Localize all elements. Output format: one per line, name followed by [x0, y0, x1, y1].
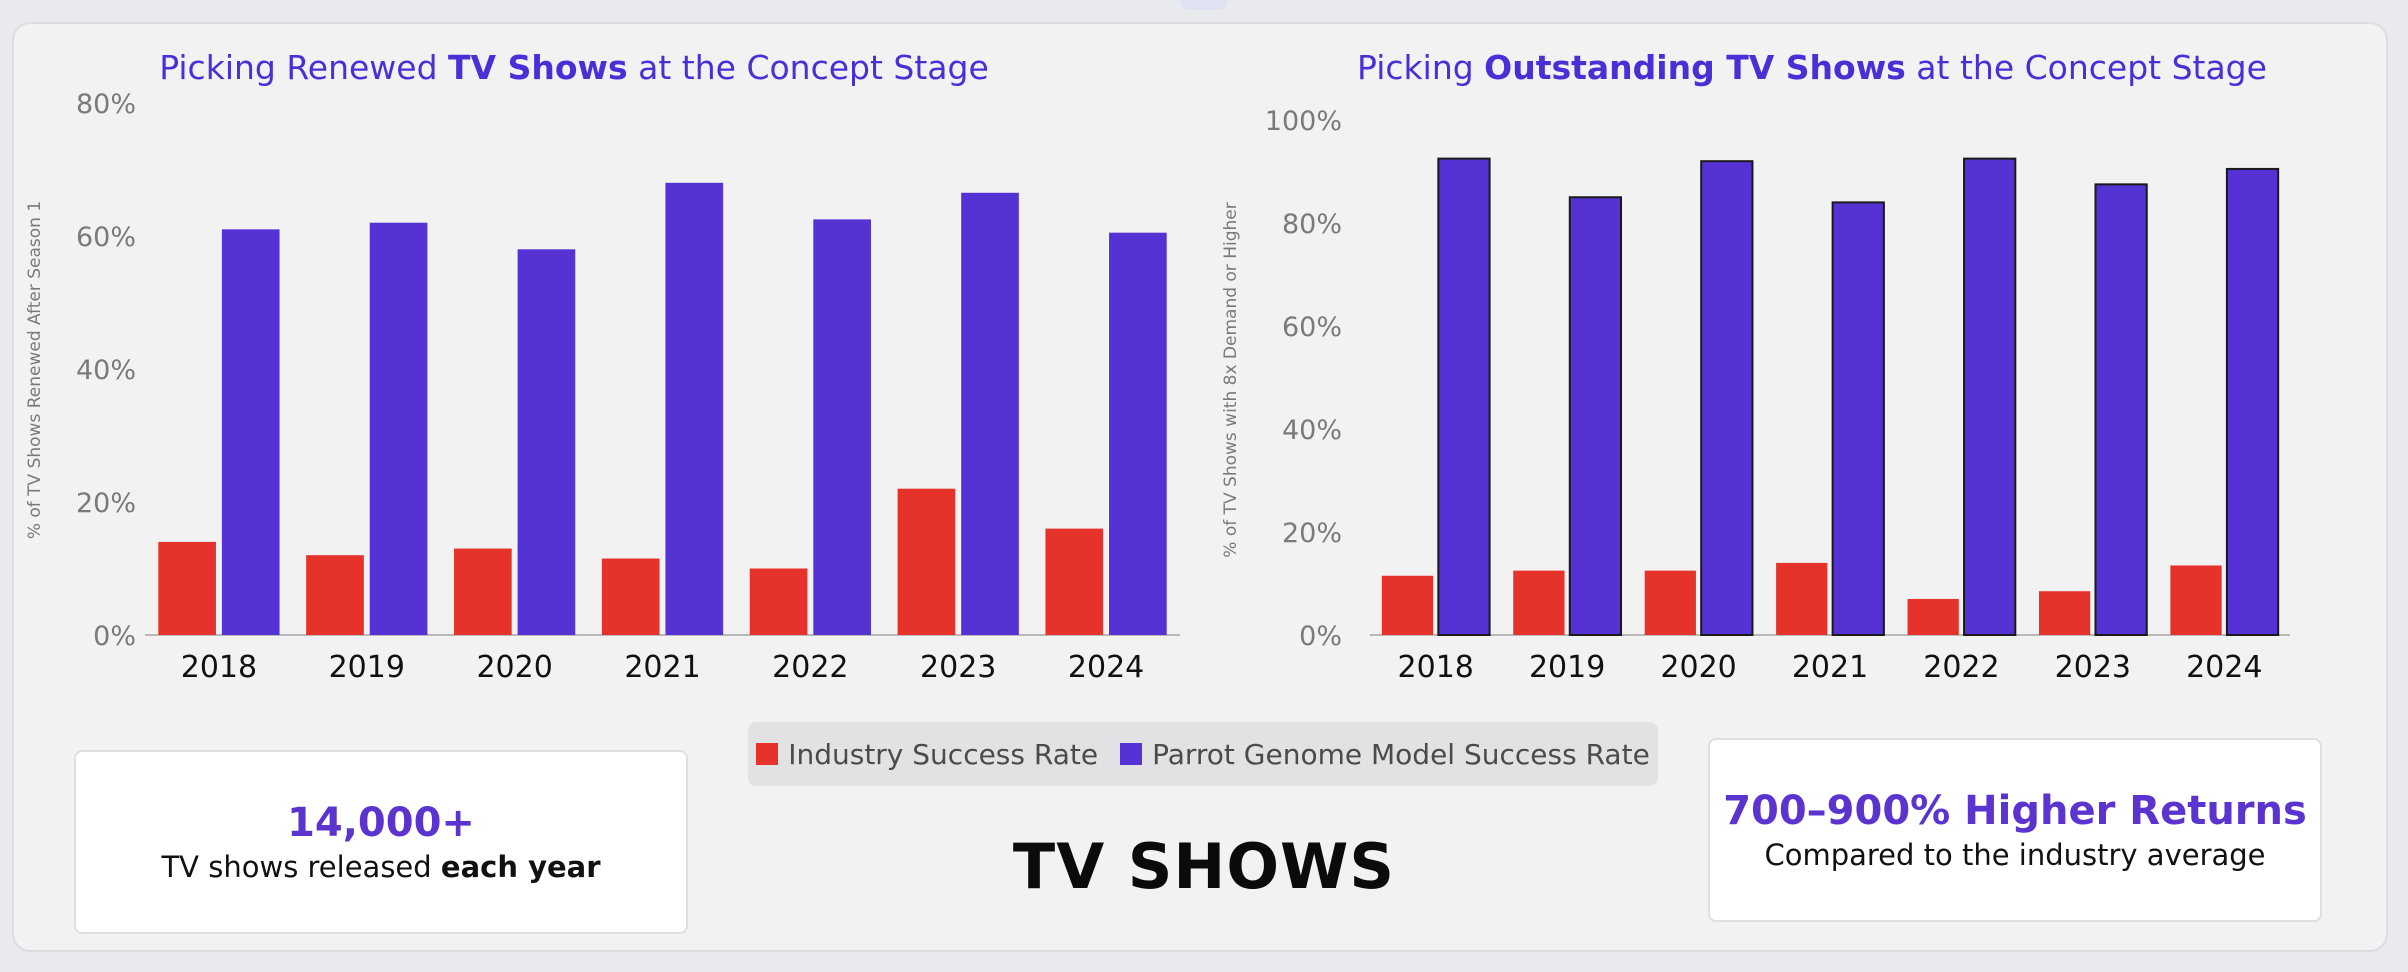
y-tick-label: 0%	[93, 621, 136, 652]
bar-model-2020	[517, 249, 576, 636]
x-tick-label: 2024	[2186, 650, 2262, 685]
bar-model-2022	[1963, 157, 2017, 636]
title-post: at the Concept Stage	[1905, 48, 2267, 87]
stat-card-returns: 700–900% Higher Returns Compared to the …	[1708, 738, 2322, 922]
bar-model-2023	[2094, 183, 2148, 636]
title-pre: Picking	[1357, 48, 1485, 87]
bar-industry-2023	[897, 488, 956, 635]
bar-industry-2021	[1776, 562, 1828, 635]
bar-industry-2022	[1907, 598, 1959, 635]
y-tick-label: 0%	[1299, 621, 1342, 652]
bar-industry-2019	[1513, 570, 1565, 635]
bar-industry-2023	[2038, 591, 2091, 635]
top-handle	[1180, 0, 1228, 10]
bar-model-2021	[1831, 201, 1885, 636]
bar-model-2020	[1700, 160, 1754, 636]
bar-industry-2018	[1381, 575, 1434, 635]
x-tick-label: 2023	[920, 650, 996, 685]
title-bold: TV Shows	[448, 48, 628, 87]
y-axis-label: % of TV Shows with 8x Demand or Higher	[1221, 202, 1241, 557]
y-tick-label: 80%	[1282, 209, 1342, 240]
legend-swatch-model	[1120, 743, 1143, 765]
y-axis-label: % of TV Shows Renewed After Season 1	[25, 201, 45, 539]
bar-model-2021	[665, 182, 724, 636]
bar-model-2024	[1109, 232, 1167, 636]
x-tick-label: 2022	[772, 650, 848, 685]
bar-industry-2024	[1045, 528, 1104, 635]
returns-headline: 700–900% Higher Returns	[1723, 788, 2307, 834]
x-tick-label: 2021	[1792, 650, 1868, 685]
x-tick-label: 2020	[476, 650, 552, 685]
chart-title-renewed: Picking Renewed TV Shows at the Concept …	[159, 48, 989, 87]
section-label: TV SHOWS	[1012, 830, 1396, 903]
stat-card-shows-per-year: 14,000+ TV shows released each year	[74, 750, 688, 934]
y-tick-label: 60%	[1282, 312, 1342, 343]
stat-caption-prefix: TV shows released	[161, 850, 441, 884]
bar-model-2019	[369, 222, 428, 635]
bar-industry-2019	[306, 555, 364, 635]
x-tick-label: 2018	[181, 650, 257, 685]
y-tick-label: 80%	[76, 89, 136, 120]
y-tick-label: 40%	[1282, 415, 1342, 446]
x-tick-label: 2024	[1068, 650, 1144, 685]
y-tick-label: 40%	[76, 355, 136, 386]
y-tick-label: 20%	[76, 488, 136, 519]
y-tick-label: 100%	[1265, 106, 1342, 137]
y-tick-label: 20%	[1282, 518, 1342, 549]
returns-subtext: Compared to the industry average	[1764, 838, 2266, 872]
stat-caption: TV shows released each year	[161, 850, 600, 884]
bar-model-2018	[1437, 157, 1491, 636]
x-tick-label: 2021	[624, 650, 700, 685]
bar-model-2019	[1568, 196, 1623, 636]
title-post: at the Concept Stage	[627, 48, 989, 87]
legend-model: Parrot Genome Model Success Rate	[1120, 738, 1650, 771]
x-tick-label: 2020	[1660, 650, 1736, 685]
bar-industry-2024	[2170, 565, 2222, 635]
x-tick-label: 2023	[2055, 650, 2131, 685]
chart-title-outstanding: Picking Outstanding TV Shows at the Conc…	[1357, 48, 2267, 87]
stat-value: 14,000+	[287, 800, 475, 846]
x-tick-label: 2022	[1923, 650, 1999, 685]
bar-industry-2018	[158, 541, 216, 635]
y-tick-label: 60%	[76, 222, 136, 253]
x-tick-label: 2019	[1529, 650, 1605, 685]
x-tick-label: 2019	[329, 650, 405, 685]
bar-industry-2021	[601, 558, 660, 635]
bar-model-2018	[221, 229, 280, 635]
chart-legend: Industry Success Rate Parrot Genome Mode…	[748, 722, 1658, 786]
bar-industry-2020	[1644, 570, 1696, 635]
bar-industry-2020	[454, 548, 512, 635]
bar-model-2022	[813, 219, 871, 635]
legend-swatch-industry	[756, 743, 779, 765]
title-bold: Outstanding TV Shows	[1484, 48, 1906, 87]
title-pre: Picking Renewed	[159, 48, 449, 87]
stat-caption-bold: each year	[440, 850, 601, 884]
bar-industry-2022	[749, 568, 808, 635]
bar-model-2024	[2225, 167, 2280, 637]
legend-label-industry: Industry Success Rate	[788, 737, 1099, 771]
bar-model-2023	[961, 192, 1019, 635]
x-tick-label: 2018	[1398, 650, 1474, 685]
legend-industry: Industry Success Rate	[756, 738, 1098, 771]
legend-label-model: Parrot Genome Model Success Rate	[1152, 737, 1650, 771]
